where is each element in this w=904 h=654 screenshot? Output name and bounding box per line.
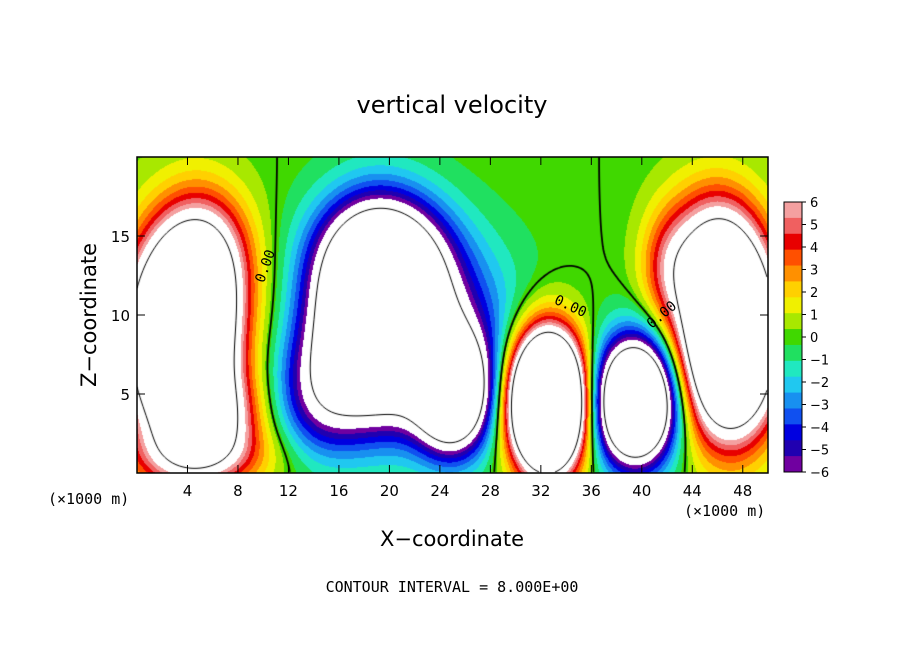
colorbar-tick-label: 0 [810,331,818,346]
colorbar-swatch [784,456,802,473]
y-tick-label: 15 [111,228,130,246]
x-tick-label: 20 [380,482,399,500]
colorbar-tick-label: 6 [810,196,818,211]
x-tick-label: 32 [531,482,550,500]
plot-area [136,156,769,474]
colorbar-swatch [784,202,802,219]
colorbar-swatch [784,281,802,298]
colorbar-swatch [784,313,802,330]
x-tick-label: 28 [481,482,500,500]
colorbar-tick-label: 4 [810,241,818,256]
x-tick-label: 44 [683,482,702,500]
x-unit-label-left: (×1000 m) [48,490,129,508]
colorbar-tick-label: −3 [810,399,829,414]
x-tick-label: 8 [233,482,243,500]
x-tick-label: 36 [582,482,601,500]
colorbar-tick-label: 2 [810,286,818,301]
x-axis-label: X−coordinate [380,527,524,551]
chart-title: vertical velocity [357,91,548,119]
y-axis-ticks: 5 10 15 [111,228,768,404]
x-tick-label: 16 [329,482,348,500]
contour-interval-note: CONTOUR INTERVAL = 8.000E+00 [326,578,579,596]
colorbar-swatch [784,376,802,394]
colorbar-tick-label: 1 [810,309,818,324]
x-unit-label-right: (×1000 m) [684,502,765,520]
colorbar-swatch [784,217,802,235]
colorbar-swatch [784,392,802,409]
colorbar-swatch [784,408,802,425]
colorbar-tick-label: −4 [810,421,829,436]
x-tick-label: 40 [632,482,651,500]
colorbar-swatch [784,344,802,362]
y-axis-label: Z−coordinate [77,243,101,387]
colorbar-tick-label: −6 [810,466,829,481]
x-tick-label: 4 [183,482,193,500]
colorbar-swatch [784,297,802,314]
x-axis-ticks: 4 8 12 16 20 24 28 32 36 40 44 48 [183,157,752,500]
colorbar-tick-label: 5 [810,219,818,234]
colorbar-swatch [784,249,802,267]
heatmap-canvas [137,157,768,473]
colorbar-tick-label: −1 [810,354,829,369]
colorbar-tick-label: −5 [810,444,829,459]
colorbar-tick-label: −2 [810,376,829,391]
y-tick-label: 5 [120,386,130,404]
colorbar-swatch [784,360,802,378]
colorbar-swatch [784,440,802,457]
colorbar: 6 5 4 3 2 1 0 −1 −2 −3 −4 −5 −6 [783,196,829,481]
x-tick-label: 24 [430,482,449,500]
x-tick-label: 48 [733,482,752,500]
colorbar-swatch [784,233,802,251]
y-tick-label: 10 [111,307,130,325]
colorbar-swatch [784,265,802,282]
x-tick-label: 12 [279,482,298,500]
colorbar-swatch [784,329,802,346]
colorbar-tick-label: 3 [810,264,818,279]
colorbar-swatch [784,424,802,441]
